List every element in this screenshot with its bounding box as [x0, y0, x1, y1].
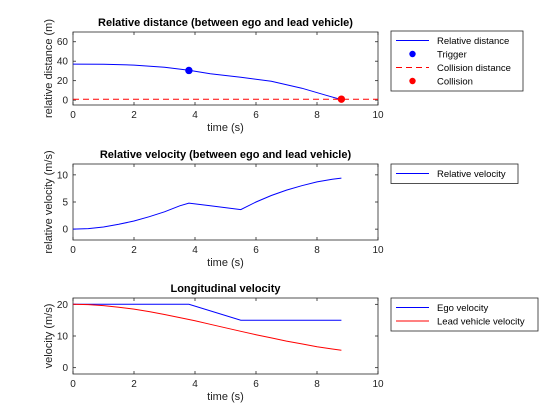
chart-panel-3: 0 2 4 6 8 10 0 10 20 Longitudinal velocity time (s… [43, 283, 539, 403]
x-tick-label: 10 [372, 110, 384, 121]
legend: Ego velocity Lead vehicle velocity [390, 297, 539, 332]
legend-entry: Relative distance [437, 36, 509, 47]
y-axis-label: velocity (m/s) [43, 304, 55, 369]
y-tick-label: 20 [57, 300, 69, 311]
chart-title: Relative distance (between ego and lead … [98, 17, 353, 29]
legend-entry: Trigger [437, 50, 467, 61]
legend-entry: Collision [437, 77, 473, 88]
x-axis-label: time (s) [207, 257, 244, 269]
x-tick-label: 8 [314, 245, 320, 256]
legend: Relative distance Trigger Collision distan… [390, 30, 524, 92]
series-collision-marker [337, 95, 346, 103]
y-tick-label: 5 [62, 198, 68, 209]
x-axis-label: time (s) [207, 122, 244, 134]
x-tick-label: 8 [314, 379, 320, 390]
y-tick-label: 40 [57, 57, 69, 68]
series-lead-vehicle-velocity-line [72, 303, 342, 351]
x-tick-label: 6 [253, 379, 259, 390]
plot-area [72, 163, 379, 241]
x-tick-label: 6 [253, 110, 259, 121]
x-tick-label: 8 [314, 110, 320, 121]
x-tick-label: 10 [372, 245, 384, 256]
chart-title: Relative velocity (between ego and lead … [100, 149, 352, 161]
x-tick-label: 0 [70, 379, 76, 390]
y-tick-label: 0 [62, 96, 68, 107]
x-tick-label: 2 [131, 110, 137, 121]
x-tick-label: 0 [70, 245, 76, 256]
series-ego-velocity-line [73, 303, 342, 321]
series-relative-distance-line [72, 63, 342, 101]
plot-area [72, 297, 379, 375]
legend-entry: Ego velocity [437, 303, 488, 314]
chart-panel-2: 0 2 4 6 8 10 0 5 10 Relative velocity (between eg… [43, 149, 519, 269]
legend-box [390, 163, 519, 184]
series-relative-velocity-line [72, 177, 342, 230]
plot-area [72, 31, 379, 106]
legend-marker [409, 50, 416, 58]
y-axis-label: relative velocity (m/s) [43, 150, 55, 253]
legend-box [390, 297, 539, 332]
y-axis-label: relative distance (m) [43, 19, 55, 118]
x-tick-label: 2 [131, 245, 137, 256]
x-tick-label: 4 [192, 379, 198, 390]
y-tick-label: 0 [62, 225, 68, 236]
y-tick-label: 10 [57, 332, 69, 343]
y-tick-label: 60 [57, 37, 69, 48]
chart-panel-1: 0 2 4 6 8 10 0 20 40 60 Relative distance (between… [43, 17, 524, 134]
y-tick-label: 0 [62, 363, 68, 374]
x-tick-label: 2 [131, 379, 137, 390]
x-tick-label: 0 [70, 110, 76, 121]
x-tick-label: 10 [372, 379, 384, 390]
y-tick-label: 20 [57, 76, 69, 87]
x-axis-label: time (s) [207, 391, 244, 403]
legend-entry: Relative velocity [437, 169, 506, 180]
legend-entry: Collision distance [437, 63, 511, 74]
chart-title: Longitudinal velocity [170, 283, 281, 295]
x-tick-label: 6 [253, 245, 259, 256]
legend-entry: Lead vehicle velocity [437, 317, 525, 328]
y-tick-label: 10 [57, 170, 69, 181]
series-trigger-marker [185, 66, 193, 75]
x-tick-label: 4 [192, 110, 198, 121]
legend-marker [409, 77, 416, 85]
x-tick-label: 4 [192, 245, 198, 256]
legend: Relative velocity [390, 163, 519, 184]
